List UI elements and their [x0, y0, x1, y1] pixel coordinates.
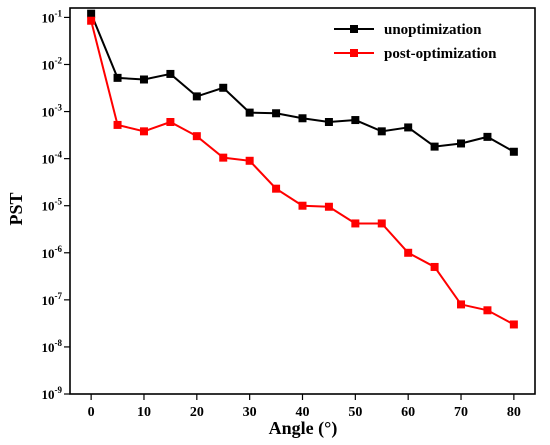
x-tick-label-80: 80: [507, 405, 521, 420]
data-point-post-optimization-65: [430, 262, 439, 271]
legend-label-unoptimization: unoptimization: [384, 22, 482, 38]
data-point-unoptimization-50: [351, 116, 360, 125]
data-point-unoptimization-45: [324, 118, 333, 127]
data-point-post-optimization-60: [404, 248, 413, 257]
data-point-post-optimization-15: [166, 118, 175, 127]
x-tick-label-0: 0: [88, 405, 95, 420]
x-tick-label-10: 10: [137, 405, 151, 420]
x-axis-title: Angle (°): [269, 418, 338, 439]
data-point-post-optimization-25: [219, 153, 228, 162]
data-point-unoptimization-65: [430, 142, 439, 151]
y-tick-label-1e-9: 10-9: [42, 385, 63, 402]
x-tick-label-40: 40: [296, 405, 310, 420]
series-line-post-optimization: [90, 20, 515, 326]
data-point-unoptimization-35: [272, 109, 281, 118]
data-point-unoptimization-40: [298, 114, 307, 123]
x-tick-label-70: 70: [454, 405, 468, 420]
data-point-unoptimization-55: [377, 127, 386, 136]
data-point-unoptimization-60: [404, 123, 413, 132]
legend-marker-post-optimization: [350, 49, 358, 57]
legend-entry-unoptimization: unoptimization: [334, 22, 482, 38]
data-point-post-optimization-0: [87, 16, 96, 25]
y-tick-label-1e-1: 10-1: [42, 8, 63, 25]
data-point-post-optimization-5: [113, 120, 122, 129]
x-tick-label-50: 50: [348, 405, 362, 420]
data-point-unoptimization-20: [192, 92, 201, 101]
y-tick-label-1e-5: 10-5: [42, 197, 63, 214]
data-point-unoptimization-75: [483, 132, 492, 141]
x-tick-label-30: 30: [243, 405, 257, 420]
data-point-post-optimization-50: [351, 219, 360, 228]
plot-frame: [69, 7, 536, 395]
data-point-unoptimization-5: [113, 73, 122, 82]
y-tick-label-1e-3: 10-3: [42, 103, 63, 120]
data-point-post-optimization-20: [192, 132, 201, 141]
data-point-unoptimization-80: [509, 147, 518, 156]
legend-label-post-optimization: post-optimization: [384, 46, 497, 62]
y-tick-label-1e-7: 10-7: [42, 291, 63, 308]
y-tick-label-1e-6: 10-6: [42, 244, 63, 261]
data-point-post-optimization-10: [139, 127, 148, 136]
legend-entry-post-optimization: post-optimization: [334, 46, 497, 62]
data-point-post-optimization-80: [509, 320, 518, 329]
data-point-post-optimization-45: [324, 202, 333, 211]
legend-marker-unoptimization: [350, 25, 358, 33]
data-point-post-optimization-35: [272, 184, 281, 193]
data-point-post-optimization-55: [377, 219, 386, 228]
x-tick-label-60: 60: [401, 405, 415, 420]
y-axis-title: PST: [6, 192, 26, 225]
data-point-unoptimization-15: [166, 69, 175, 78]
y-tick-label-1e-4: 10-4: [42, 150, 63, 167]
data-point-unoptimization-70: [457, 139, 466, 148]
y-tick-label-1e-8: 10-8: [42, 338, 63, 355]
x-tick-label-20: 20: [190, 405, 204, 420]
data-point-unoptimization-10: [139, 75, 148, 84]
data-point-post-optimization-75: [483, 306, 492, 315]
y-tick-label-1e-2: 10-2: [42, 55, 63, 72]
data-point-post-optimization-40: [298, 201, 307, 210]
data-point-unoptimization-0: [87, 9, 96, 18]
data-point-post-optimization-30: [245, 156, 254, 165]
data-point-unoptimization-25: [219, 83, 228, 92]
data-point-post-optimization-70: [457, 300, 466, 309]
data-point-unoptimization-30: [245, 108, 254, 117]
